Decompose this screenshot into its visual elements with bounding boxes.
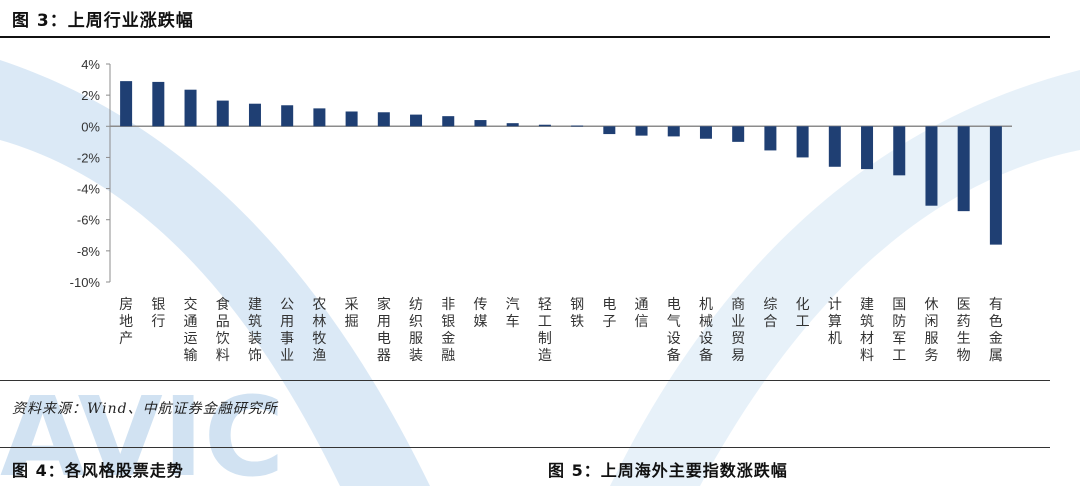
bar	[989, 126, 1002, 245]
x-tick-label: 房地产	[119, 297, 133, 347]
figure-4-title: 图 4：各风格股票走势	[12, 461, 184, 480]
source-rule	[0, 380, 1050, 381]
bar	[377, 112, 390, 127]
x-tick-label: 银行	[151, 297, 165, 330]
x-tick-label: 电气设备	[667, 297, 681, 364]
bar	[764, 126, 777, 151]
x-tick-label: 轻工制造	[538, 297, 552, 364]
x-tick-label: 化工	[796, 297, 810, 330]
bar	[345, 111, 358, 127]
bar	[732, 126, 745, 142]
x-tick-label: 汽车	[506, 297, 520, 330]
x-tick-label: 传媒	[473, 297, 487, 330]
bar-chart: 4% 2% 0% -2% -4% -6% -8% -10% 房地产 银行 交通运输 食品饮料 建筑装饰 公…	[70, 57, 1012, 364]
x-tick-label: 采掘	[345, 297, 359, 330]
bar	[152, 81, 165, 127]
bar	[925, 126, 938, 206]
section-rule	[0, 447, 1050, 448]
bar	[893, 126, 906, 176]
x-tick-label: 交通运输	[184, 296, 198, 364]
x-tick-label: 电子	[602, 297, 616, 330]
x-tick-label: 建筑装饰	[248, 297, 262, 364]
bar	[506, 123, 519, 127]
bar	[571, 125, 584, 127]
y-tick-label: -10%	[70, 275, 101, 290]
bar	[635, 126, 648, 136]
x-tick-label: 公用事业	[280, 297, 294, 364]
x-tick-label: 综合	[763, 297, 777, 330]
bar	[410, 114, 423, 127]
y-tick-label: 4%	[81, 57, 100, 72]
x-tick-label: 机械设备	[699, 297, 713, 364]
x-tick-label: 非银金融	[441, 297, 455, 364]
x-tick-label: 有色金属	[989, 297, 1003, 364]
x-tick-label: 家用电器	[377, 296, 391, 364]
y-tick-label: -6%	[77, 213, 101, 228]
bar	[248, 103, 261, 127]
x-tick-label: 钢铁	[570, 297, 584, 330]
title-rule	[0, 36, 1050, 38]
bar	[281, 105, 294, 127]
x-tick-label: 纺织服装	[409, 297, 423, 364]
bar	[699, 126, 712, 139]
figure-title: 图 3：上周行业涨跌幅	[12, 11, 194, 31]
x-tick-label: 农林牧渔	[312, 297, 326, 364]
x-tick-label: 建筑材料	[860, 297, 874, 364]
bar	[184, 89, 197, 127]
bar	[442, 116, 455, 127]
bar	[313, 108, 326, 127]
bar	[828, 126, 841, 167]
x-tick-label: 国防军工	[892, 297, 906, 364]
x-tick-label: 计算机	[828, 297, 842, 347]
bar	[957, 126, 970, 212]
x-tick-label: 通信	[635, 297, 649, 330]
bar	[120, 81, 133, 127]
y-tick-label: -8%	[77, 244, 101, 259]
y-tick-label: 0%	[81, 119, 100, 134]
bar	[861, 126, 874, 170]
figure-5-title: 图 5：上周海外主要指数涨跌幅	[548, 461, 788, 480]
x-tick-label: 商业贸易	[731, 297, 745, 364]
bar	[538, 124, 551, 127]
bar	[667, 126, 680, 137]
bar	[216, 100, 229, 127]
x-tick-label: 休闲服务	[924, 297, 938, 364]
bar	[474, 120, 487, 127]
bar	[603, 126, 616, 135]
y-tick-label: -4%	[77, 182, 101, 197]
y-tick-label: -2%	[77, 150, 101, 165]
y-tick-label: 2%	[81, 88, 100, 103]
bar	[796, 126, 809, 158]
x-tick-label: 医药生物	[957, 297, 971, 364]
source-note: 资料来源：Wind、中航证券金融研究所	[12, 401, 278, 417]
x-tick-label: 食品饮料	[216, 296, 230, 364]
